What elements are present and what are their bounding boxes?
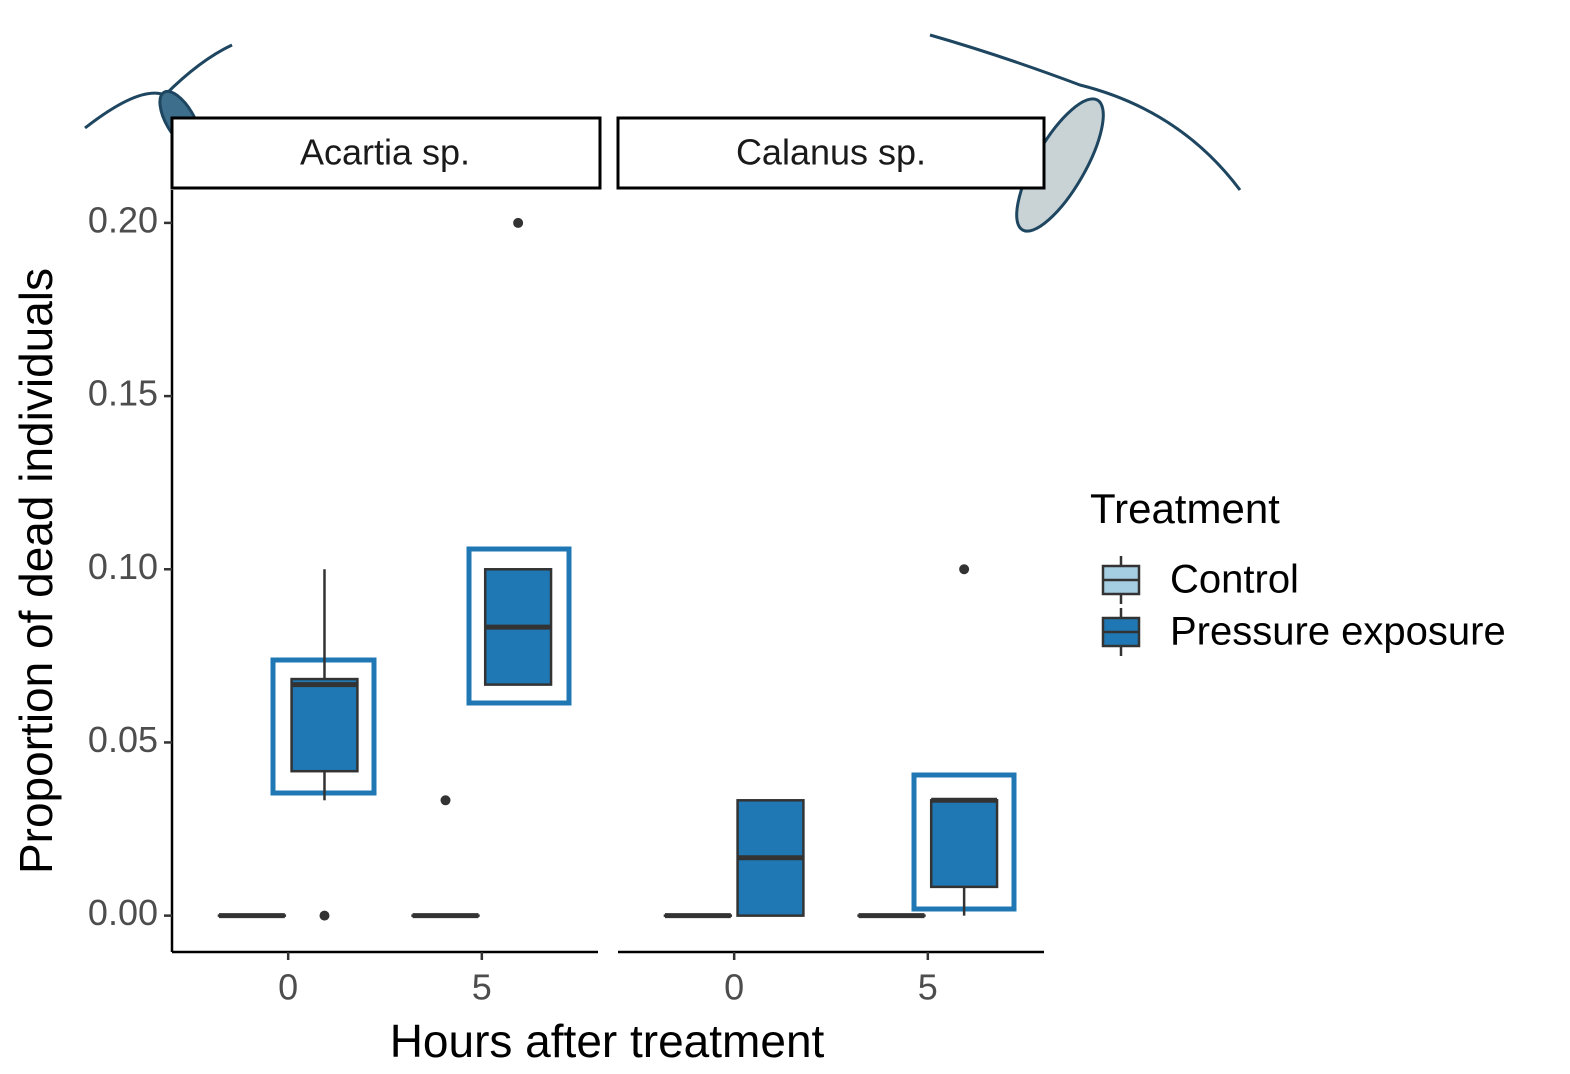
outlier — [319, 911, 329, 921]
x-tick-label: 0 — [278, 967, 298, 1008]
strip-label: Calanus sp. — [736, 132, 926, 173]
outlier — [959, 564, 969, 574]
x-tick-label: 5 — [918, 967, 938, 1008]
y-tick-label: 0.00 — [88, 892, 158, 933]
box — [931, 800, 997, 887]
highlights — [273, 549, 1014, 909]
x-tick-label: 5 — [472, 967, 492, 1008]
box — [292, 679, 358, 771]
outlier — [513, 218, 523, 228]
x-axis-label: Hours after treatment — [390, 1015, 825, 1067]
y-tick-label: 0.20 — [88, 199, 158, 240]
y-tick-label: 0.15 — [88, 373, 158, 414]
y-tick-label: 0.10 — [88, 546, 158, 587]
legend-title: Treatment — [1090, 485, 1280, 532]
strip-label: Acartia sp. — [300, 132, 470, 173]
x-tick-label: 0 — [724, 967, 744, 1008]
legend-label: Pressure exposure — [1170, 610, 1506, 654]
y-axis-label: Proportion of dead individuals — [10, 268, 62, 874]
antenna — [85, 45, 232, 128]
legend-label: Control — [1170, 558, 1299, 602]
y-tick-label: 0.05 — [88, 719, 158, 760]
outlier — [441, 795, 451, 805]
